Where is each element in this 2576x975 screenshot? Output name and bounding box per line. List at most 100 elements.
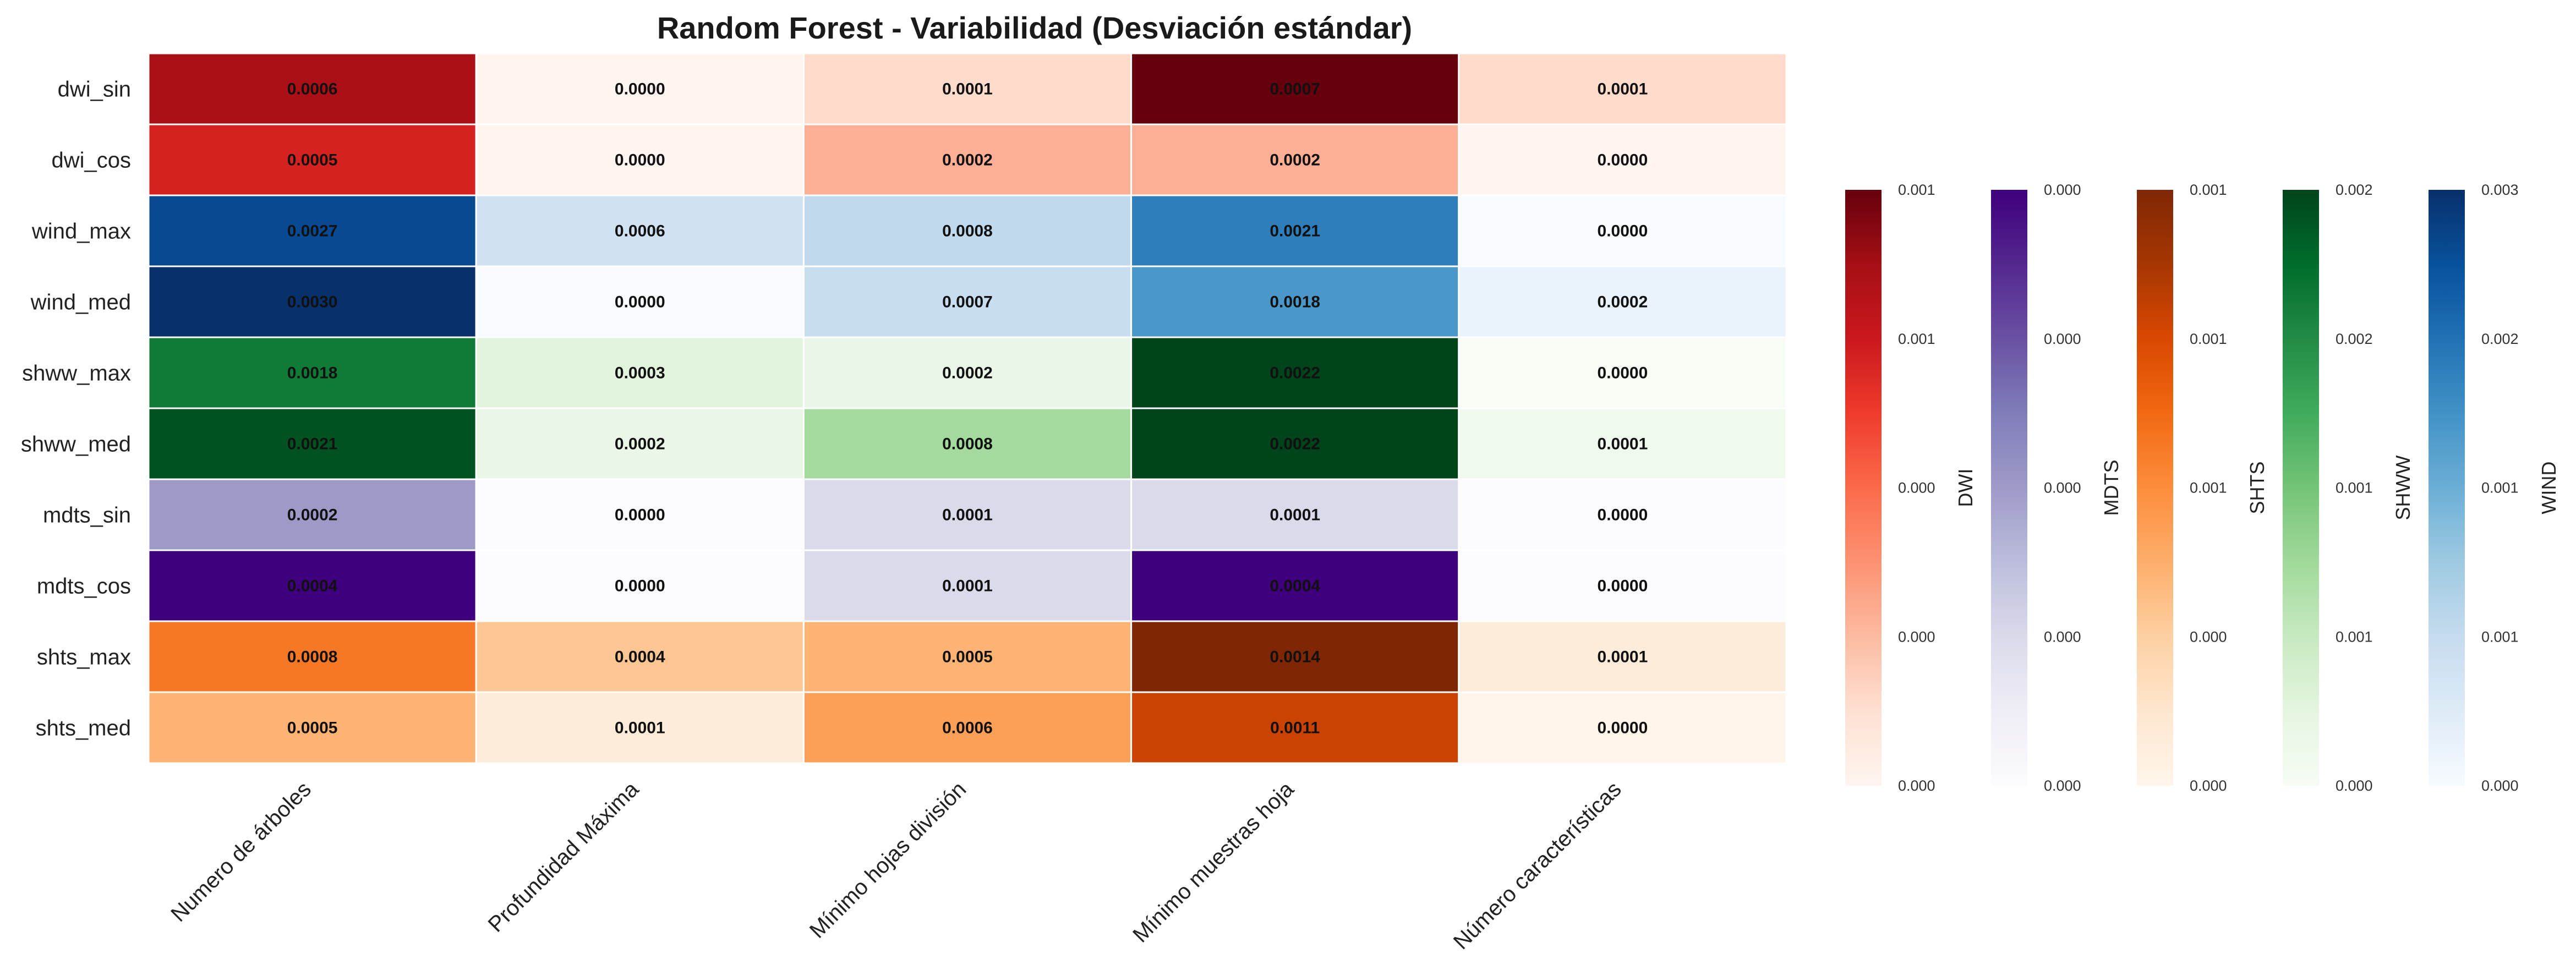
heatmap-cell (802, 123, 1133, 196)
colorbar-tick-label: 0.001 (2481, 628, 2519, 645)
cell-value-label: 0.0008 (942, 222, 993, 240)
cell-value-label: 0.0002 (287, 506, 338, 524)
colorbar-tick-label: 0.001 (2190, 331, 2227, 347)
cell-value-label: 0.0002 (942, 151, 993, 169)
colorbar-gradient (2429, 190, 2465, 786)
colorbar-tick-label: 0.001 (2190, 480, 2227, 496)
heatmap-cell (802, 407, 1133, 480)
heatmap-cell (1458, 549, 1787, 622)
cell-value-label: 0.0002 (1270, 151, 1320, 169)
heatmap-cell (475, 265, 805, 338)
cell-value-label: 0.0022 (1270, 364, 1320, 382)
heatmap-cell (1130, 407, 1460, 480)
row-label: shts_max (37, 645, 131, 670)
heatmap-cell (802, 336, 1133, 409)
heatmap-cell (1458, 265, 1787, 338)
colorbar-gradient (2137, 190, 2173, 786)
cell-value-label: 0.0008 (942, 435, 993, 453)
colorbar-shww: 0.000 0.001 0.001 0.002 0.002 SHWW (2283, 182, 2414, 794)
row-label: shww_med (21, 432, 131, 457)
heatmap-cell (1130, 194, 1460, 267)
heatmap-cell (1458, 194, 1787, 267)
cell-value-label: 0.0006 (287, 80, 338, 98)
cell-value-label: 0.0002 (942, 364, 993, 382)
heatmap-cell (802, 620, 1133, 693)
colorbars: 0.0000.0000.0000.0010.001DWI0.0000.0000.… (1845, 182, 2560, 794)
heatmap-cell (1458, 620, 1787, 693)
colorbar-tick-label: 0.001 (1898, 182, 1935, 198)
cell-value-label: 0.0001 (1270, 506, 1320, 524)
cell-value-label: 0.0001 (942, 506, 993, 524)
colorbar-tick-label: 0.002 (2336, 182, 2373, 198)
cell-value-label: 0.0000 (615, 577, 665, 595)
colorbar-tick-label: 0.000 (2336, 777, 2373, 794)
row-label: mdts_cos (37, 574, 131, 599)
cell-value-label: 0.0000 (1598, 222, 1648, 240)
colorbar-mdts: 0.000 0.000 0.000 0.000 0.000 MDTS (1991, 182, 2123, 794)
cell-value-label: 0.0000 (615, 293, 665, 311)
colorbar-label: WIND (2537, 462, 2560, 514)
heatmap-cell (475, 620, 805, 693)
heatmap-cell (147, 549, 477, 622)
heatmap-cell (802, 691, 1133, 764)
cell-value-label: 0.0008 (287, 648, 338, 666)
cell-value-label: 0.0014 (1270, 648, 1320, 666)
cell-value-label: 0.0001 (615, 719, 665, 737)
heatmap-cell (475, 691, 805, 764)
heatmap-cell (1130, 691, 1460, 764)
cell-value-label: 0.0002 (1598, 293, 1648, 311)
heatmap-cell (1458, 336, 1787, 409)
heatmap-cell (475, 407, 805, 480)
colorbar-tick-label: 0.000 (1898, 628, 1935, 645)
column-label: Profundidad Máxima (484, 777, 644, 937)
row-label: shww_max (22, 361, 131, 386)
cell-value-label: 0.0001 (942, 577, 993, 595)
colorbar-tick-label: 0.000 (2044, 777, 2081, 794)
colorbar-dwi: 0.000 0.000 0.000 0.001 0.001 DWI (1845, 182, 1977, 794)
colorbar-tick-label: 0.000 (2481, 777, 2519, 794)
cell-value-label: 0.0001 (1598, 648, 1648, 666)
cell-value-label: 0.0001 (1598, 435, 1648, 453)
colorbar-label: SHTS (2246, 461, 2268, 514)
colorbar-label: SHWW (2392, 455, 2414, 520)
cell-value-label: 0.0021 (1270, 222, 1320, 240)
colorbar-shts: 0.000 0.000 0.001 0.001 0.001 SHTS (2137, 182, 2268, 794)
colorbar-tick-label: 0.003 (2481, 182, 2519, 198)
cell-value-label: 0.0022 (1270, 435, 1320, 453)
heatmap-cell (147, 691, 477, 764)
cell-value-label: 0.0018 (287, 364, 338, 382)
heatmap-cell (475, 194, 805, 267)
row-label: wind_med (30, 291, 131, 315)
heatmap-cell (147, 123, 477, 196)
colorbar-tick-label: 0.001 (2336, 480, 2373, 496)
colorbar-label: MDTS (2100, 460, 2123, 516)
heatmap-cell (1130, 52, 1460, 125)
column-label: Número características (1449, 777, 1626, 954)
colorbar-tick-label: 0.000 (2044, 331, 2081, 347)
cell-value-label: 0.0000 (1598, 364, 1648, 382)
cell-value-label: 0.0004 (1270, 577, 1320, 595)
row-label: wind_max (31, 220, 131, 244)
cell-value-label: 0.0004 (615, 648, 665, 666)
row-label: dwi_cos (51, 149, 131, 173)
colorbar-tick-label: 0.001 (2190, 182, 2227, 198)
cell-value-label: 0.0007 (1270, 80, 1320, 98)
cell-value-label: 0.0004 (287, 577, 338, 595)
colorbar-wind: 0.000 0.001 0.001 0.002 0.003 WIND (2429, 182, 2560, 794)
cell-value-label: 0.0001 (942, 80, 993, 98)
colorbar-tick-label: 0.002 (2481, 331, 2519, 347)
heatmap-cell (147, 336, 477, 409)
colorbar-gradient (1991, 190, 2027, 786)
row-label: mdts_sin (43, 503, 131, 528)
cell-value-label: 0.0003 (615, 364, 665, 382)
heatmap-cell (475, 336, 805, 409)
row-labels: dwi_sin dwi_cos wind_max wind_med shww_maxsh… (21, 78, 131, 741)
heatmap-cell (1458, 123, 1787, 196)
heatmap-cell (475, 52, 805, 125)
cell-value-label: 0.0007 (942, 293, 993, 311)
heatmap-cell (1458, 691, 1787, 764)
colorbar-tick-label: 0.000 (1898, 480, 1935, 496)
colorbar-tick-label: 0.000 (2190, 628, 2227, 645)
cell-value-label: 0.0005 (287, 151, 338, 169)
cell-value-label: 0.0027 (287, 222, 338, 240)
